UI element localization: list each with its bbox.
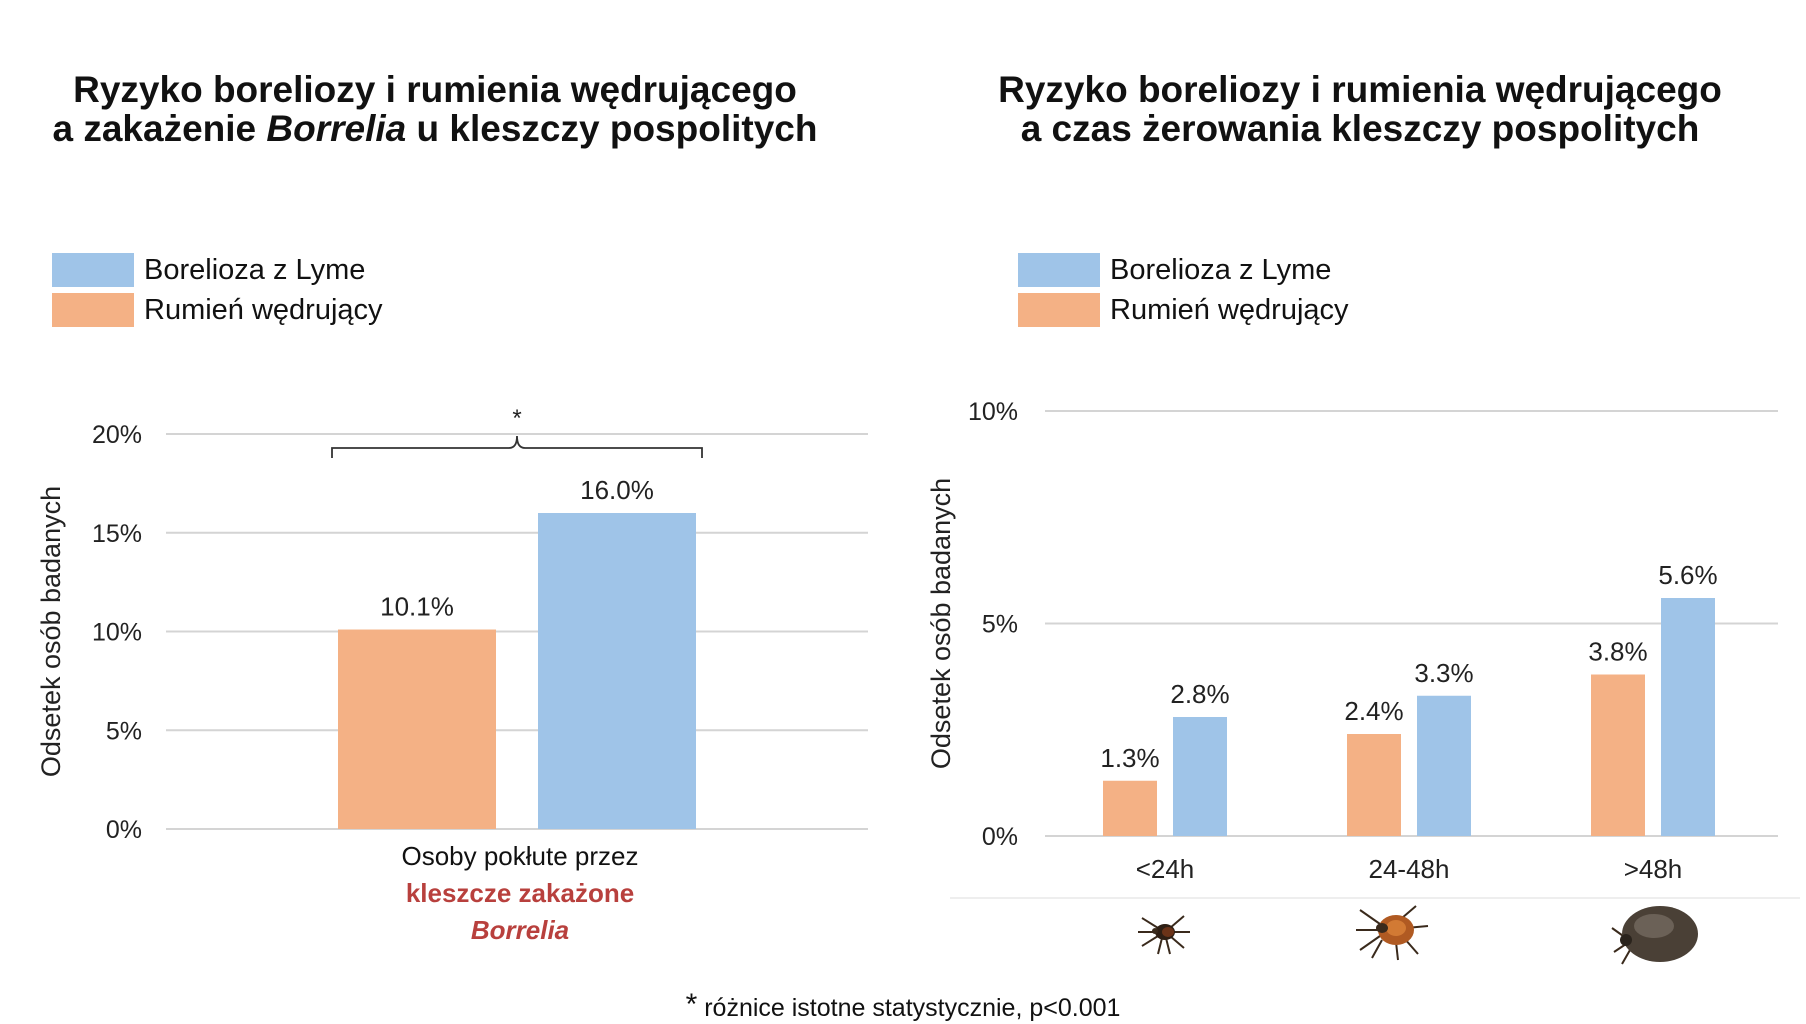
medium-engorged-tick-icon bbox=[1356, 905, 1429, 961]
legend-swatch-lyme bbox=[1018, 253, 1100, 287]
legend-item-erythema: Rumień wędrujący bbox=[52, 290, 383, 330]
bar bbox=[1417, 695, 1471, 836]
legend-item-erythema: Rumień wędrujący bbox=[1018, 290, 1349, 330]
data-label: 10.1% bbox=[380, 592, 454, 622]
bar bbox=[1591, 674, 1645, 836]
left-title-part-a: a zakażenie bbox=[52, 108, 267, 149]
bar bbox=[1347, 734, 1401, 836]
left-title-line1: Ryzyko boreliozy i rumienia wędrującego bbox=[73, 69, 797, 110]
left-title-italic: Borrelia bbox=[266, 108, 407, 149]
left-x-axis-label: Osoby pokłute przez kleszcze zakażone Bo… bbox=[320, 838, 720, 949]
y-tick-label: 15% bbox=[92, 520, 142, 548]
legend-item-lyme: Borelioza z Lyme bbox=[52, 250, 383, 290]
legend-swatch-lyme bbox=[52, 253, 134, 287]
right-chart-title: Ryzyko boreliozy i rumienia wędrującego … bbox=[935, 70, 1785, 148]
right-bar-chart: 0% 5% 10% Odsetek osób badanych 1.3% 2.8% <24h… bbox=[926, 398, 1800, 899]
y-axis-title: Odsetek osób badanych bbox=[926, 478, 956, 769]
bar bbox=[1661, 598, 1715, 836]
footnote-text: różnice istotne statystycznie, p<0.001 bbox=[697, 994, 1121, 1022]
left-title-part-b: u kleszczy pospolitych bbox=[406, 108, 818, 149]
legend-label-erythema: Rumień wędrujący bbox=[144, 293, 383, 326]
x-tick-label: >48h bbox=[1624, 854, 1683, 884]
y-tick-label: 20% bbox=[92, 421, 142, 449]
legend-swatch-erythema bbox=[1018, 293, 1100, 327]
significance-marker: * bbox=[512, 405, 521, 432]
legend-swatch-erythema bbox=[52, 293, 134, 327]
x-label-line1: Osoby pokłute przez bbox=[401, 841, 639, 871]
y-tick-label: 0% bbox=[982, 823, 1018, 851]
footnote: * różnice istotne statystycznie, p<0.001 bbox=[0, 988, 1806, 1023]
footnote-star: * bbox=[685, 988, 698, 1021]
significance-bracket bbox=[331, 435, 703, 458]
legend-label-lyme: Borelioza z Lyme bbox=[144, 253, 366, 286]
left-bar-chart: 0% 5% 10% 15% 20% Odsetek osób badanych 10.1% 1… bbox=[36, 405, 868, 844]
data-label: 2.4% bbox=[1344, 696, 1403, 726]
data-label: 16.0% bbox=[580, 475, 654, 505]
data-label: 3.8% bbox=[1588, 637, 1647, 667]
right-legend: Borelioza z Lyme Rumień wędrujący bbox=[1018, 250, 1349, 330]
data-label: 2.8% bbox=[1170, 679, 1229, 709]
x-tick-label: <24h bbox=[1136, 854, 1195, 884]
bar bbox=[538, 513, 696, 829]
bar bbox=[338, 629, 496, 829]
left-legend: Borelioza z Lyme Rumień wędrujący bbox=[52, 250, 383, 330]
x-label-line3: Borrelia bbox=[470, 915, 570, 945]
bar bbox=[1173, 717, 1227, 836]
y-tick-label: 10% bbox=[968, 398, 1018, 426]
data-label: 5.6% bbox=[1658, 560, 1717, 590]
legend-label-erythema: Rumień wędrujący bbox=[1110, 293, 1349, 326]
left-chart-title: Ryzyko boreliozy i rumienia wędrującego … bbox=[20, 70, 850, 148]
x-label-line2: kleszcze zakażone bbox=[405, 878, 635, 908]
right-title-line2: a czas żerowania kleszczy pospolitych bbox=[1020, 108, 1700, 149]
legend-item-lyme: Borelioza z Lyme bbox=[1018, 250, 1349, 290]
fully-engorged-tick-icon bbox=[1611, 906, 1698, 965]
y-tick-label: 10% bbox=[92, 619, 142, 647]
y-tick-label: 5% bbox=[982, 611, 1018, 639]
bar bbox=[1103, 780, 1157, 836]
right-title-line1: Ryzyko boreliozy i rumienia wędrującego bbox=[998, 69, 1722, 110]
legend-label-lyme: Borelioza z Lyme bbox=[1110, 253, 1332, 286]
small-tick-icon bbox=[1138, 915, 1190, 955]
left-title-line2: a zakażenie Borrelia u kleszczy pospolit… bbox=[20, 109, 850, 148]
y-axis-title: Odsetek osób badanych bbox=[36, 486, 66, 777]
x-tick-label: 24-48h bbox=[1369, 854, 1450, 884]
y-tick-label: 5% bbox=[106, 717, 142, 745]
data-label: 1.3% bbox=[1100, 743, 1159, 773]
y-tick-label: 0% bbox=[106, 816, 142, 844]
data-label: 3.3% bbox=[1414, 658, 1473, 688]
